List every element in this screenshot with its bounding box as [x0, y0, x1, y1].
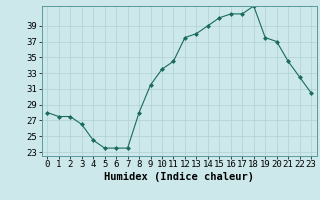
X-axis label: Humidex (Indice chaleur): Humidex (Indice chaleur)	[104, 172, 254, 182]
